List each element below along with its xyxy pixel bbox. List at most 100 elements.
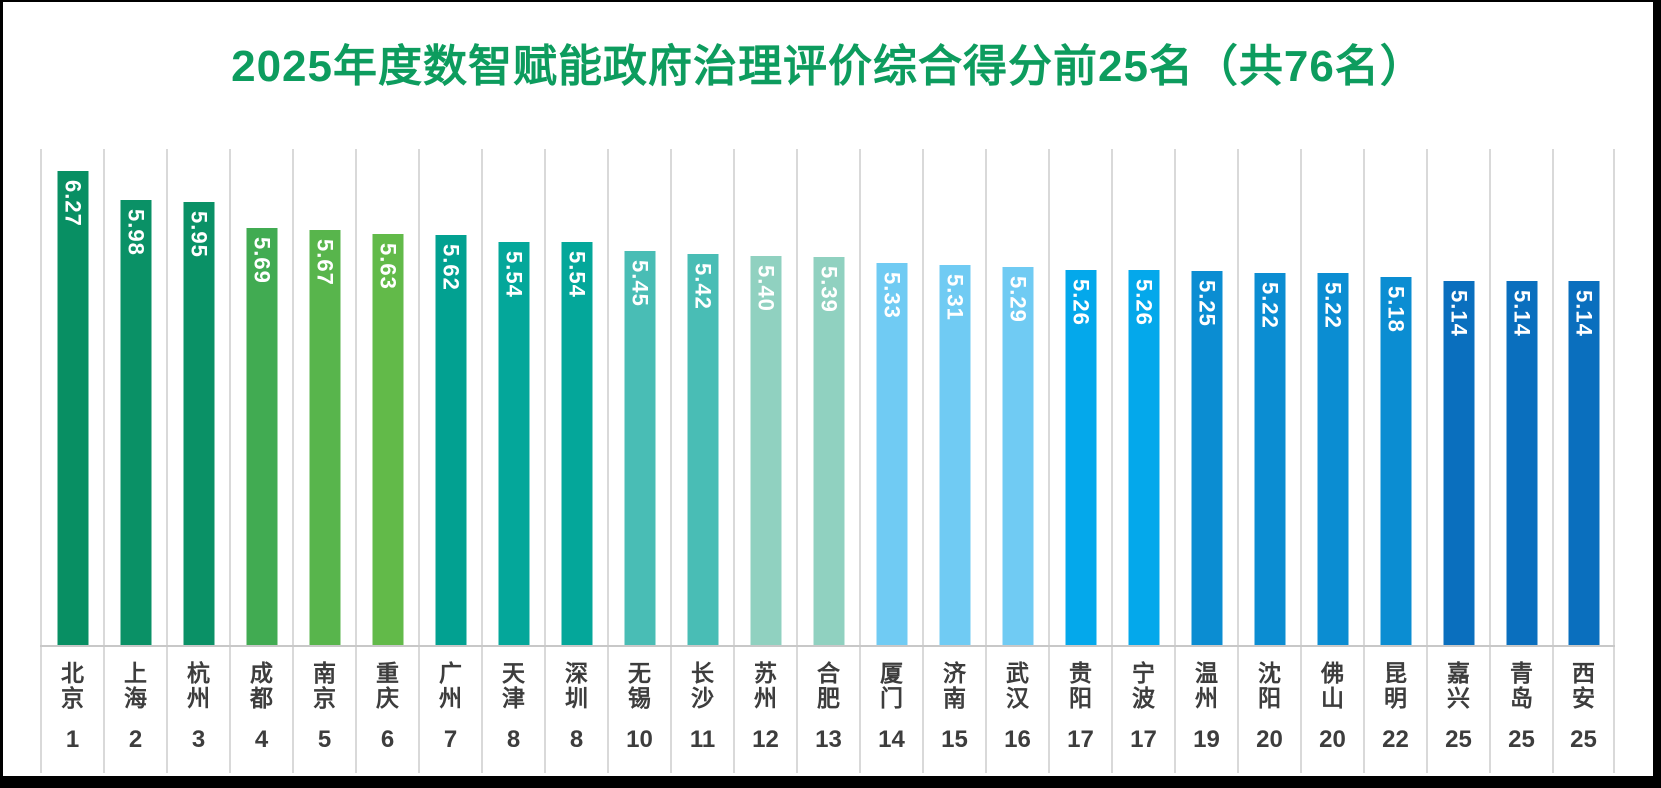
chart-column-8: 5.54 天 津 8: [481, 149, 544, 773]
chart-column-20: 5.22 沈 阳 20: [1237, 149, 1300, 773]
rank-label: 8: [569, 725, 584, 753]
bar-area: 5.29: [987, 149, 1048, 647]
score-bar: 5.14: [1568, 281, 1599, 645]
bar-area: 5.63: [357, 149, 418, 647]
category-label-area: 长 沙 11: [672, 647, 733, 773]
score-value-label: 5.42: [690, 263, 716, 310]
rank-label: 25: [1570, 725, 1597, 753]
score-bar: 5.54: [498, 242, 529, 645]
rank-label: 25: [1508, 725, 1535, 753]
chart-column-1: 6.27 北 京 1: [40, 149, 103, 773]
score-bar: 5.31: [939, 265, 970, 645]
rank-label: 17: [1067, 725, 1094, 753]
score-value-label: 5.62: [438, 244, 464, 291]
chart-title: 2025年度数智赋能政府治理评价综合得分前25名（共76名）: [231, 42, 1425, 91]
chart-column-7: 5.62 广 州 7: [418, 149, 481, 773]
city-name-label: 长 沙: [691, 660, 714, 712]
score-value-label: 5.14: [1571, 290, 1597, 337]
score-value-label: 5.39: [816, 266, 842, 313]
chart-column-12: 5.40 苏 州 12: [733, 149, 796, 773]
chart-column-16: 5.29 武 汉 16: [985, 149, 1048, 773]
chart-column-17: 5.26 贵 阳 17: [1048, 149, 1111, 773]
score-bar: 5.33: [876, 263, 907, 645]
score-bar: 5.26: [1065, 270, 1096, 645]
score-bar: 5.69: [246, 228, 277, 645]
score-value-label: 6.27: [60, 180, 86, 227]
category-label-area: 济 南 15: [924, 647, 985, 773]
score-value-label: 5.18: [1383, 286, 1409, 333]
score-bar: 5.39: [813, 257, 844, 645]
score-bar: 5.42: [687, 254, 718, 645]
category-label-area: 天 津 8: [483, 647, 544, 773]
bar-area: 5.14: [1428, 149, 1489, 647]
category-label-area: 佛 山 20: [1302, 647, 1363, 773]
score-bar: 5.14: [1506, 281, 1537, 645]
score-value-label: 5.29: [1005, 276, 1031, 323]
bar-area: 5.54: [546, 149, 607, 647]
score-value-label: 5.33: [879, 272, 905, 319]
category-label-area: 北 京 1: [42, 647, 103, 773]
bar-area: 5.18: [1365, 149, 1426, 647]
score-value-label: 5.22: [1320, 282, 1346, 329]
score-bar: 5.54: [561, 242, 592, 645]
bar-area: 5.42: [672, 149, 733, 647]
rank-label: 15: [941, 725, 968, 753]
score-value-label: 5.54: [501, 251, 527, 298]
bar-area: 5.54: [483, 149, 544, 647]
score-bar: 5.25: [1191, 271, 1222, 645]
category-label-area: 深 圳 8: [546, 647, 607, 773]
chart-column-13: 5.39 合 肥 13: [796, 149, 859, 773]
city-name-label: 昆 明: [1384, 660, 1407, 712]
score-bar: 5.40: [750, 256, 781, 645]
score-value-label: 5.25: [1194, 280, 1220, 327]
city-name-label: 北 京: [61, 660, 84, 712]
bar-area: 5.22: [1239, 149, 1300, 647]
bar-area: 5.45: [609, 149, 670, 647]
score-bar: 5.29: [1002, 267, 1033, 645]
rank-label: 22: [1382, 725, 1409, 753]
bar-area: 5.67: [294, 149, 355, 647]
city-name-label: 温 州: [1195, 660, 1218, 712]
rank-label: 12: [752, 725, 779, 753]
city-name-label: 沈 阳: [1258, 660, 1281, 712]
rank-label: 25: [1445, 725, 1472, 753]
category-label-area: 苏 州 12: [735, 647, 796, 773]
category-label-area: 杭 州 3: [168, 647, 229, 773]
city-name-label: 广 州: [439, 660, 462, 712]
score-value-label: 5.63: [375, 243, 401, 290]
chart-column-15: 5.31 济 南 15: [922, 149, 985, 773]
city-name-label: 成 都: [250, 660, 273, 712]
chart-column-9: 5.54 深 圳 8: [544, 149, 607, 773]
chart-column-24: 5.14 青 岛 25: [1489, 149, 1552, 773]
score-bar: 5.95: [183, 202, 214, 645]
rank-label: 14: [878, 725, 905, 753]
bar-area: 5.39: [798, 149, 859, 647]
score-bar: 5.22: [1317, 273, 1348, 645]
category-label-area: 上 海 2: [105, 647, 166, 773]
bar-area: 5.14: [1554, 149, 1613, 647]
score-bar: 5.67: [309, 230, 340, 645]
category-label-area: 青 岛 25: [1491, 647, 1552, 773]
score-value-label: 5.40: [753, 265, 779, 312]
city-name-label: 青 岛: [1510, 660, 1533, 712]
chart-column-3: 5.95 杭 州 3: [166, 149, 229, 773]
category-label-area: 厦 门 14: [861, 647, 922, 773]
score-value-label: 5.67: [312, 239, 338, 286]
bar-area: 5.25: [1176, 149, 1237, 647]
chart-column-14: 5.33 厦 门 14: [859, 149, 922, 773]
city-name-label: 嘉 兴: [1447, 660, 1470, 712]
rank-label: 17: [1130, 725, 1157, 753]
score-value-label: 5.26: [1068, 279, 1094, 326]
score-bar: 5.63: [372, 234, 403, 645]
bar-area: 5.69: [231, 149, 292, 647]
chart-column-18: 5.26 宁 波 17: [1111, 149, 1174, 773]
bar-area: 5.26: [1113, 149, 1174, 647]
category-label-area: 沈 阳 20: [1239, 647, 1300, 773]
category-label-area: 宁 波 17: [1113, 647, 1174, 773]
bar-area: 5.33: [861, 149, 922, 647]
score-value-label: 5.95: [186, 211, 212, 258]
category-label-area: 合 肥 13: [798, 647, 859, 773]
bar-area: 5.98: [105, 149, 166, 647]
bar-area: 5.62: [420, 149, 481, 647]
